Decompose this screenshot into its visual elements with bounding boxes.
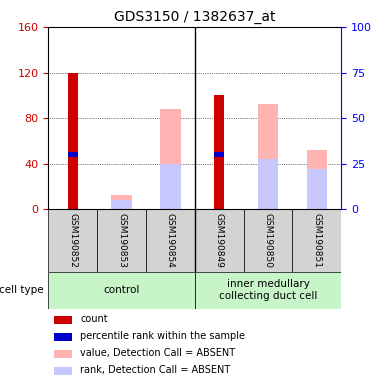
- FancyBboxPatch shape: [195, 272, 341, 308]
- Bar: [160, 164, 181, 209]
- Text: cell type: cell type: [0, 285, 43, 295]
- Text: inner medullary
collecting duct cell: inner medullary collecting duct cell: [219, 280, 317, 301]
- Bar: [160, 109, 181, 209]
- Bar: [307, 169, 327, 209]
- Text: GSM190849: GSM190849: [215, 213, 224, 267]
- Text: control: control: [103, 285, 140, 295]
- Text: GSM190854: GSM190854: [166, 213, 175, 267]
- Bar: [111, 195, 132, 209]
- Title: GDS3150 / 1382637_at: GDS3150 / 1382637_at: [114, 10, 276, 25]
- FancyBboxPatch shape: [195, 209, 244, 272]
- Bar: [111, 200, 132, 209]
- Bar: [258, 159, 278, 209]
- Text: GSM190850: GSM190850: [263, 213, 273, 268]
- Bar: [214, 152, 224, 157]
- Bar: [54, 350, 72, 358]
- Bar: [258, 104, 278, 209]
- Bar: [54, 367, 72, 375]
- Text: count: count: [81, 314, 108, 324]
- Bar: [214, 95, 224, 209]
- Bar: [68, 152, 78, 157]
- FancyBboxPatch shape: [97, 209, 146, 272]
- FancyBboxPatch shape: [48, 209, 97, 272]
- Text: value, Detection Call = ABSENT: value, Detection Call = ABSENT: [81, 348, 236, 358]
- Bar: [54, 316, 72, 324]
- FancyBboxPatch shape: [244, 209, 292, 272]
- FancyBboxPatch shape: [48, 272, 195, 308]
- Bar: [68, 73, 78, 209]
- Bar: [307, 150, 327, 209]
- Text: GSM190853: GSM190853: [117, 213, 126, 268]
- FancyBboxPatch shape: [146, 209, 195, 272]
- Text: rank, Detection Call = ABSENT: rank, Detection Call = ABSENT: [81, 364, 231, 374]
- Text: percentile rank within the sample: percentile rank within the sample: [81, 331, 246, 341]
- Text: GSM190852: GSM190852: [68, 213, 77, 267]
- Bar: [54, 333, 72, 341]
- Text: GSM190851: GSM190851: [312, 213, 321, 268]
- FancyBboxPatch shape: [292, 209, 341, 272]
